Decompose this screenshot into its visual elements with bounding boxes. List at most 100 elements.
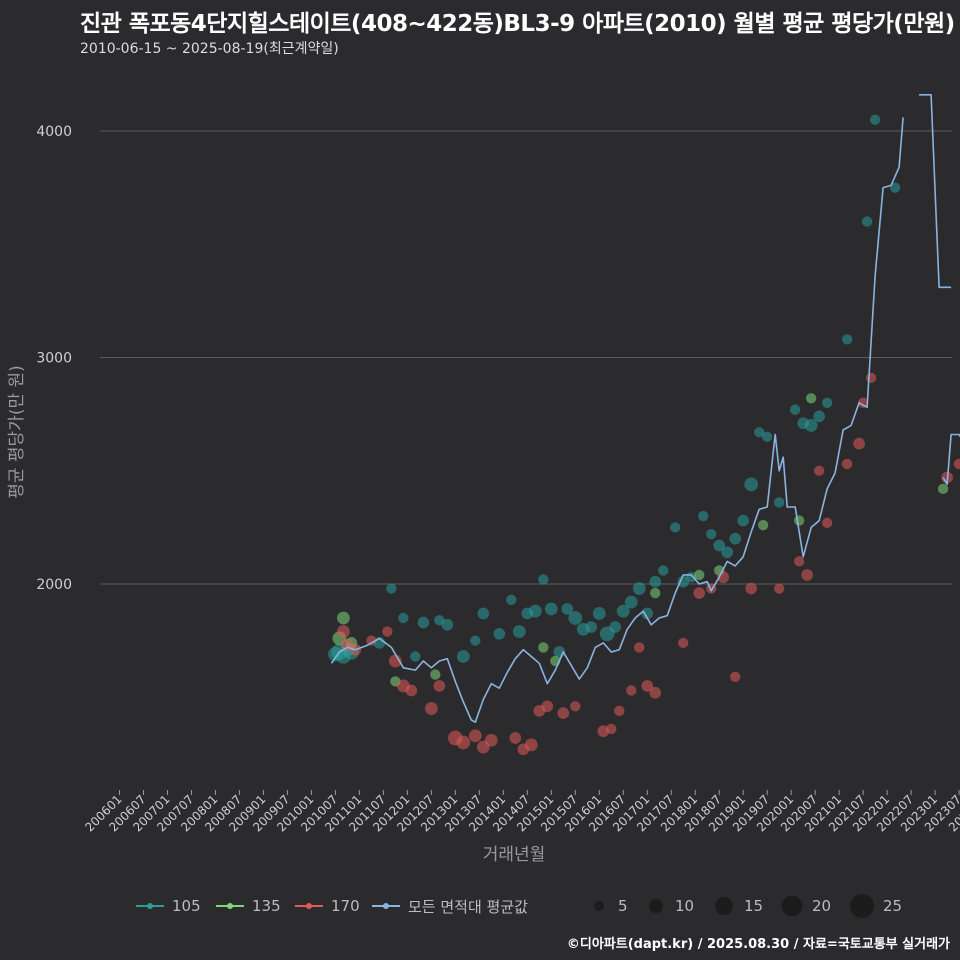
average-line xyxy=(919,94,952,289)
scatter-point-170 xyxy=(793,556,805,567)
scatter-point-105 xyxy=(470,635,481,646)
average-line xyxy=(330,117,904,724)
scatter-point-105 xyxy=(456,650,470,663)
scatter-point-170 xyxy=(614,705,625,717)
scatter-point-170 xyxy=(841,458,853,470)
scatter-point-170 xyxy=(388,654,402,668)
scatter-point-170 xyxy=(813,465,825,476)
chart-subtitle: 2010-06-15 ~ 2025-08-19(최근계약일) xyxy=(80,41,339,57)
legend-item-170: 170 xyxy=(295,894,360,918)
scatter-point-105 xyxy=(592,607,606,620)
scatter-point-105 xyxy=(754,427,765,438)
legend-label-135: 135 xyxy=(252,897,281,915)
scatter-point-105 xyxy=(677,575,690,588)
scatter-point-105 xyxy=(512,625,526,638)
scatter-point-105 xyxy=(528,604,542,618)
scatter-point-135 xyxy=(650,587,661,599)
scatter-point-170 xyxy=(541,700,554,713)
scatter-point-105 xyxy=(813,410,825,423)
scatter-point-170 xyxy=(745,582,758,595)
scatter-point-105 xyxy=(861,216,873,227)
scatter-point-170 xyxy=(857,397,869,408)
scatter-point-105 xyxy=(713,539,726,552)
size-legend-label-25: 25 xyxy=(883,897,903,915)
scatter-point-170 xyxy=(405,684,418,697)
scatter-point-135 xyxy=(538,642,549,653)
scatter-point-105 xyxy=(889,182,901,193)
scatter-point-170 xyxy=(641,680,654,692)
average-line xyxy=(942,433,960,486)
scatter-point-170 xyxy=(433,680,446,692)
scatter-point-135 xyxy=(336,611,350,625)
scatter-point-105 xyxy=(641,607,654,620)
y-tick-label: 3000 xyxy=(36,351,72,367)
source-caption: ©디아파트(dapt.kr) / 2025.08.30 / 자료=국토교통부 실… xyxy=(566,937,950,952)
scatter-point-105 xyxy=(729,532,742,545)
size-legend-15: 15 xyxy=(712,894,763,918)
x-axis-label: 거래년월 xyxy=(483,845,546,865)
scatter-point-170 xyxy=(456,735,471,750)
scatter-point-135 xyxy=(805,393,817,404)
size-legend-label-15: 15 xyxy=(744,897,764,915)
scatter-point-105 xyxy=(398,612,409,624)
scatter-point-170 xyxy=(853,437,865,450)
y-tick-label: 2000 xyxy=(36,577,72,593)
scatter-point-105 xyxy=(706,529,717,540)
scatter-point-105 xyxy=(561,603,574,615)
scatter-point-105 xyxy=(744,477,759,492)
size-legend-label-20: 20 xyxy=(812,897,832,915)
size-legend-20: 20 xyxy=(780,894,831,918)
y-axis-label: 평균 평당가(만 원) xyxy=(7,365,27,499)
scatter-point-170 xyxy=(424,702,438,715)
scatter-point-105 xyxy=(544,602,558,616)
scatter-point-105 xyxy=(841,334,853,345)
legend: 105 135 170 모든 면적대 평균값 5 10 15 20 25 xyxy=(0,894,960,918)
size-legend-25: 25 xyxy=(849,894,902,918)
scatter-point-105 xyxy=(670,522,681,533)
scatter-point-105 xyxy=(417,616,430,629)
scatter-point-170 xyxy=(366,635,377,646)
scatter-point-170 xyxy=(382,626,393,637)
scatter-point-135 xyxy=(430,669,441,680)
scatter-point-170 xyxy=(634,642,645,653)
scatter-point-170 xyxy=(730,671,741,683)
scatter-point-105 xyxy=(441,618,454,631)
scatter-point-170 xyxy=(570,701,581,712)
scatter-point-170 xyxy=(524,738,538,752)
scatter-point-170 xyxy=(468,729,482,743)
scatter-point-135 xyxy=(793,515,805,526)
scatter-point-105 xyxy=(568,611,583,625)
scatter-point-170 xyxy=(557,707,570,719)
scatter-point-105 xyxy=(493,627,506,640)
scatter-point-135 xyxy=(694,569,705,581)
legend-label-170: 170 xyxy=(331,897,360,915)
scatter-point-170 xyxy=(509,732,522,744)
scatter-point-135 xyxy=(937,483,949,495)
scatter-point-105 xyxy=(632,582,646,595)
scatter-point-170 xyxy=(626,685,637,696)
scatter-point-170 xyxy=(953,458,960,470)
legend-item-135: 135 xyxy=(216,894,281,918)
scatter-point-170 xyxy=(484,733,498,747)
scatter-point-105 xyxy=(821,397,833,408)
scatter-point-105 xyxy=(609,621,622,633)
scatter-point-170 xyxy=(693,587,706,599)
scatter-point-135 xyxy=(758,519,769,531)
scatter-point-105 xyxy=(658,565,669,576)
scatter-point-170 xyxy=(649,686,662,699)
legend-label-average: 모든 면적대 평균값 xyxy=(408,897,528,916)
scatter-point-105 xyxy=(616,604,630,618)
scatter-point-105 xyxy=(538,574,549,585)
scatter-point-170 xyxy=(821,517,833,529)
scatter-point-105 xyxy=(477,607,490,620)
size-legend-10: 10 xyxy=(645,894,694,918)
scatter-point-105 xyxy=(721,546,734,559)
y-tick-label: 4000 xyxy=(36,124,72,140)
scatter-point-105 xyxy=(737,514,750,527)
scatter-point-170 xyxy=(606,723,617,735)
scatter-point-105 xyxy=(649,575,662,588)
scatter-point-105 xyxy=(624,595,638,609)
legend-label-105: 105 xyxy=(172,897,201,915)
legend-item-average: 모든 면적대 평균값 xyxy=(372,894,528,918)
scatter-point-170 xyxy=(774,583,785,594)
